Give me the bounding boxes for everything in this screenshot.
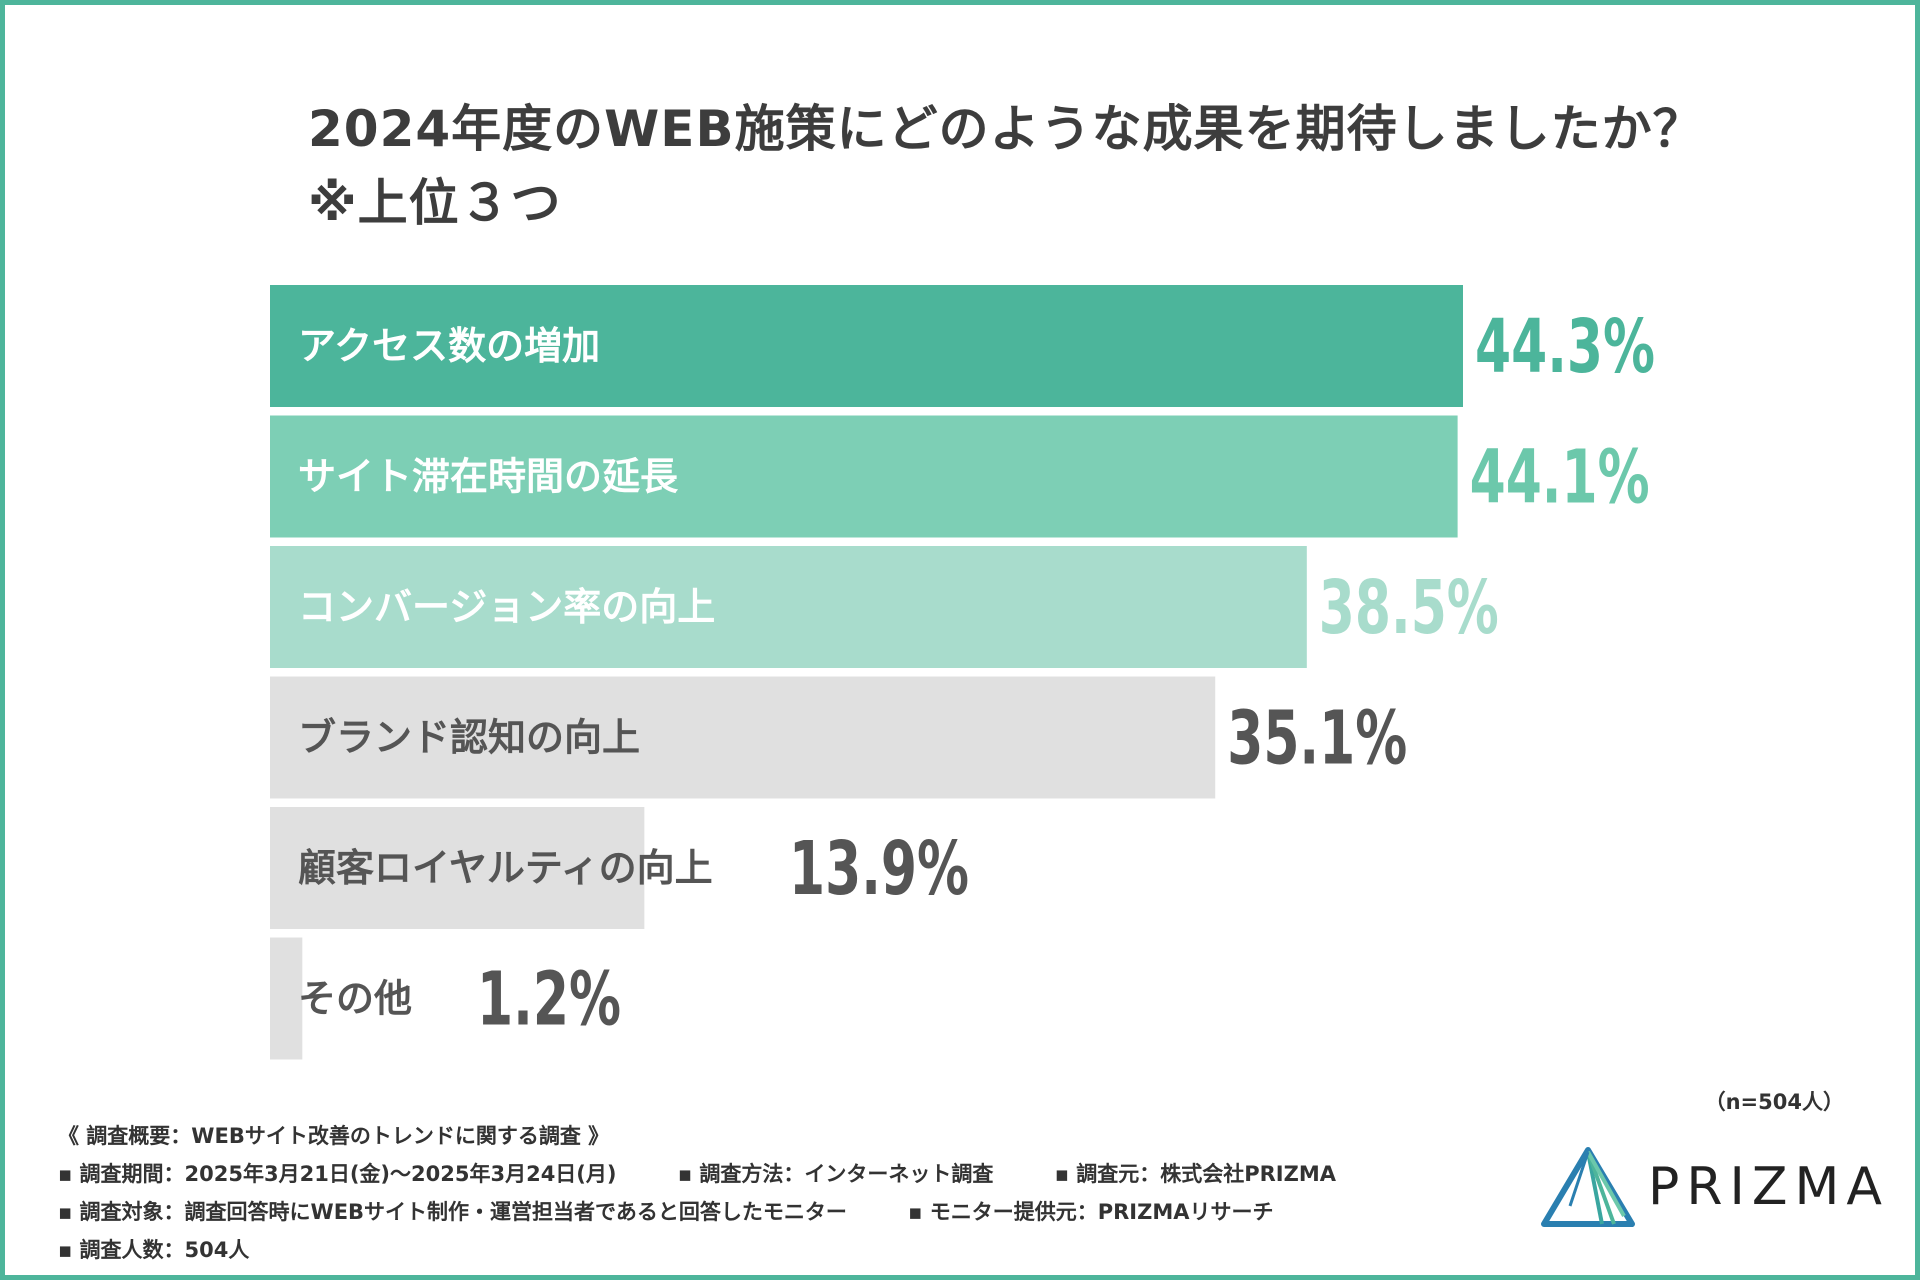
title-line-1: 2024年度のWEB施策にどのような成果を期待しましたか？	[308, 100, 1704, 158]
footer-period: ▪ 調査期間：2025年3月21日(金)〜2025年3月24日(月)	[58, 1155, 617, 1193]
category-label: アクセス数の増加	[298, 324, 600, 368]
value-label: 44.3%	[1475, 304, 1655, 390]
chart-title: 2024年度のWEB施策にどのような成果を期待しましたか？ ※上位３つ	[308, 92, 1704, 240]
footer-heading: 《 調査概要：WEBサイト改善のトレンドに関する調査 》	[58, 1124, 610, 1148]
footer-provider: ▪ モニター提供元：PRIZMAリサーチ	[908, 1193, 1273, 1231]
footer-source-text: 調査元：株式会社PRIZMA	[1076, 1162, 1336, 1186]
value-label: 44.1%	[1470, 435, 1650, 521]
bar-1	[270, 415, 1458, 538]
bar-group: アクセス数の増加 44.3% サイト滞在時間の延長 44.1% コンバージョン率の向上 3…	[270, 285, 1655, 1060]
bar-3	[270, 676, 1216, 799]
logo-text: PRIZMA	[1648, 1157, 1889, 1217]
category-label: その他	[298, 977, 412, 1021]
footer-target: ▪ 調査対象：調査回答時にWEBサイト制作・運営担当者であると回答したモニター	[58, 1193, 847, 1231]
value-label: 1.2%	[477, 957, 621, 1043]
footer-period-text: 調査期間：2025年3月21日(金)〜2025年3月24日(月)	[79, 1162, 617, 1186]
category-label: サイト滞在時間の延長	[298, 455, 679, 499]
value-label: 38.5%	[1319, 565, 1499, 651]
prizma-logo: PRIZMA	[1540, 1146, 1889, 1228]
value-label: 13.9%	[789, 826, 969, 912]
bar-2	[270, 546, 1307, 668]
prizma-triangle-logo-icon	[1541, 1147, 1635, 1227]
bar-0	[270, 285, 1463, 407]
footer-source: ▪ 調査元：株式会社PRIZMA	[1055, 1155, 1336, 1193]
title-line-2: ※上位３つ	[308, 174, 562, 232]
category-label: ブランド認知の向上	[298, 716, 640, 760]
category-label: コンバージョン率の向上	[298, 585, 715, 629]
footer-respondents: ▪ 調査人数：504人	[58, 1231, 249, 1269]
category-label: 顧客ロイヤルティの向上	[298, 846, 713, 890]
footer-respondents-text: 調査人数：504人	[79, 1238, 250, 1262]
bar-4	[270, 807, 645, 929]
sample-size: （n=504人）	[1704, 1090, 1844, 1114]
bar-5	[270, 937, 303, 1060]
footer-provider-text: モニター提供元：PRIZMAリサーチ	[929, 1200, 1274, 1224]
survey-footer: 《 調査概要：WEBサイト改善のトレンドに関する調査 》 ▪ 調査期間：2025…	[58, 1117, 1336, 1269]
footer-method-text: 調査方法：インターネット調査	[699, 1162, 994, 1186]
value-label: 35.1%	[1227, 696, 1407, 782]
footer-method: ▪ 調査方法：インターネット調査	[678, 1155, 994, 1193]
footer-target-text: 調査対象：調査回答時にWEBサイト制作・運営担当者であると回答したモニター	[79, 1200, 847, 1224]
